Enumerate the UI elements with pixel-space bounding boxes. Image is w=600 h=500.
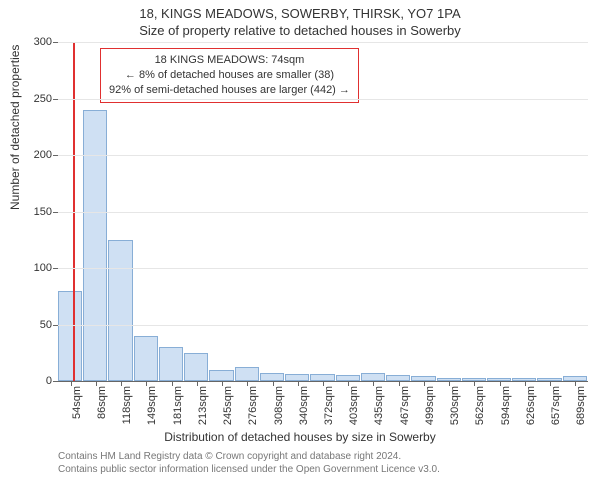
bar (159, 347, 183, 381)
x-tick-mark (96, 381, 97, 386)
page-title-main: 18, KINGS MEADOWS, SOWERBY, THIRSK, YO7 … (0, 0, 600, 21)
gridline (58, 42, 588, 43)
attribution-line2: Contains public sector information licen… (58, 463, 600, 476)
x-tick-mark (424, 381, 425, 386)
bar (310, 374, 334, 381)
x-tick-mark (500, 381, 501, 386)
info-box-line1: 18 KINGS MEADOWS: 74sqm (109, 53, 350, 68)
x-tick-mark (172, 381, 173, 386)
info-box-line2: ← 8% of detached houses are smaller (38) (109, 68, 350, 83)
x-tick-label: 626sqm (525, 386, 537, 425)
x-tick-label: 594sqm (500, 386, 512, 425)
info-box-line3: 92% of semi-detached houses are larger (… (109, 83, 350, 98)
x-tick-mark (146, 381, 147, 386)
y-tick-mark (53, 325, 58, 326)
x-tick-label: 499sqm (424, 386, 436, 425)
x-axis-ticks: 54sqm 86sqm 118sqm 149sqm 181sqm 213sqm 245sqm… (58, 382, 588, 430)
x-tick-label: 245sqm (222, 386, 234, 425)
bar (108, 240, 132, 381)
attribution: Contains HM Land Registry data © Crown c… (0, 444, 600, 476)
x-tick-label: 435sqm (373, 386, 385, 425)
x-tick-mark (71, 381, 72, 386)
x-tick-mark (399, 381, 400, 386)
bar (58, 291, 82, 381)
x-tick-mark (298, 381, 299, 386)
y-tick-mark (53, 99, 58, 100)
x-tick-label: 276sqm (247, 386, 259, 425)
x-tick-mark (474, 381, 475, 386)
x-tick-mark (348, 381, 349, 386)
bar (184, 353, 208, 381)
x-tick-mark (525, 381, 526, 386)
y-tick-mark (53, 268, 58, 269)
bar (134, 336, 158, 381)
x-tick-label: 689sqm (575, 386, 587, 425)
x-tick-mark (323, 381, 324, 386)
bar (361, 373, 385, 381)
x-tick-label: 118sqm (121, 386, 133, 424)
x-tick-label: 467sqm (399, 386, 411, 425)
x-tick-label: 213sqm (197, 386, 209, 425)
x-tick-label: 530sqm (449, 386, 461, 425)
x-tick-mark (247, 381, 248, 386)
x-tick-mark (197, 381, 198, 386)
x-tick-mark (449, 381, 450, 386)
x-tick-mark (373, 381, 374, 386)
gridline (58, 155, 588, 156)
x-tick-label: 403sqm (348, 386, 360, 425)
y-tick-mark (53, 155, 58, 156)
x-tick-label: 308sqm (273, 386, 285, 425)
x-tick-mark (550, 381, 551, 386)
page-title-sub: Size of property relative to detached ho… (0, 21, 600, 42)
bar (209, 370, 233, 381)
x-tick-label: 54sqm (71, 386, 83, 419)
x-tick-label: 340sqm (298, 386, 310, 425)
x-tick-label: 657sqm (550, 386, 562, 425)
y-tick-mark (53, 42, 58, 43)
gridline (58, 99, 588, 100)
x-tick-mark (121, 381, 122, 386)
x-tick-label: 181sqm (172, 386, 184, 425)
gridline (58, 212, 588, 213)
x-axis-label: Distribution of detached houses by size … (0, 430, 600, 444)
x-tick-mark (222, 381, 223, 386)
y-axis-label: Number of detached properties (8, 45, 22, 210)
gridline (58, 325, 588, 326)
gridline (58, 268, 588, 269)
bar (285, 374, 309, 381)
x-tick-label: 86sqm (96, 386, 108, 419)
x-tick-label: 372sqm (323, 386, 335, 425)
info-box: 18 KINGS MEADOWS: 74sqm ← 8% of detached… (100, 48, 359, 103)
bar (83, 110, 107, 381)
bar (235, 367, 259, 381)
chart-plot-area: 18 KINGS MEADOWS: 74sqm ← 8% of detached… (58, 42, 588, 382)
bar (260, 373, 284, 381)
x-tick-label: 562sqm (474, 386, 486, 425)
x-tick-mark (575, 381, 576, 386)
x-tick-mark (273, 381, 274, 386)
x-tick-label: 149sqm (146, 386, 158, 425)
attribution-line1: Contains HM Land Registry data © Crown c… (58, 450, 600, 463)
y-tick-mark (53, 212, 58, 213)
